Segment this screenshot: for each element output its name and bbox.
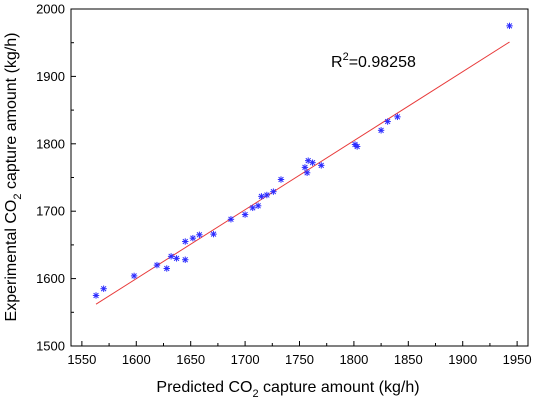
x-tick-label: 1800 (339, 352, 368, 367)
data-point (196, 231, 203, 238)
data-point (210, 230, 217, 238)
x-tick-label: 1950 (503, 352, 532, 367)
data-point (189, 234, 197, 242)
fit-line-layer (95, 41, 510, 305)
fit-line (95, 41, 510, 305)
data-point (384, 118, 391, 125)
x-tick-label: 1750 (285, 352, 314, 367)
data-point (301, 164, 309, 171)
data-point (249, 204, 256, 212)
data-point (167, 253, 175, 260)
data-point (309, 159, 316, 166)
data-point (130, 272, 138, 280)
data-point (173, 255, 180, 262)
data-point (182, 238, 189, 245)
x-axis-title: Predicted CO2 capture amount (kg/h) (156, 379, 419, 400)
x-tick-label: 1550 (67, 352, 96, 367)
data-point (258, 193, 265, 200)
data-point (163, 265, 170, 272)
data-point (353, 143, 361, 150)
data-point (92, 292, 100, 299)
data-point (394, 113, 401, 121)
data-point (318, 162, 325, 169)
data-point (182, 256, 189, 263)
data-point (506, 22, 513, 30)
y-tick-label: 1600 (36, 271, 65, 286)
y-axis-ticks: 1500 1600 1700 1800 1900 2000 (36, 2, 76, 354)
data-points-layer (92, 22, 513, 299)
data-point (254, 202, 262, 210)
y-tick-label: 1900 (36, 69, 65, 84)
x-tick-label: 1700 (231, 352, 260, 367)
y-tick-label: 1700 (36, 204, 65, 219)
y-tick-label: 2000 (36, 2, 65, 17)
y-axis-title: Experimental CO2 capture amount (kg/h) (3, 33, 24, 322)
x-tick-label: 1900 (448, 352, 477, 367)
r-squared-annotation: R2=0.98258 (331, 51, 416, 71)
data-point (303, 169, 311, 176)
data-point (377, 127, 385, 134)
x-tick-label: 1850 (394, 352, 423, 367)
data-point (277, 176, 285, 183)
data-point (153, 261, 161, 269)
plot-area-frame (70, 8, 529, 347)
x-tick-label: 1650 (176, 352, 205, 367)
data-point (227, 216, 235, 223)
y-tick-label: 1800 (36, 136, 65, 151)
data-point (270, 188, 277, 195)
data-point (100, 285, 107, 292)
data-point (241, 211, 249, 218)
x-tick-label: 1600 (122, 352, 151, 367)
y-tick-label: 1500 (36, 339, 65, 354)
data-point (263, 191, 271, 199)
x-axis-ticks: 1550 1600 1650 1700 1750 1800 1850 1900 1950 (67, 341, 532, 367)
